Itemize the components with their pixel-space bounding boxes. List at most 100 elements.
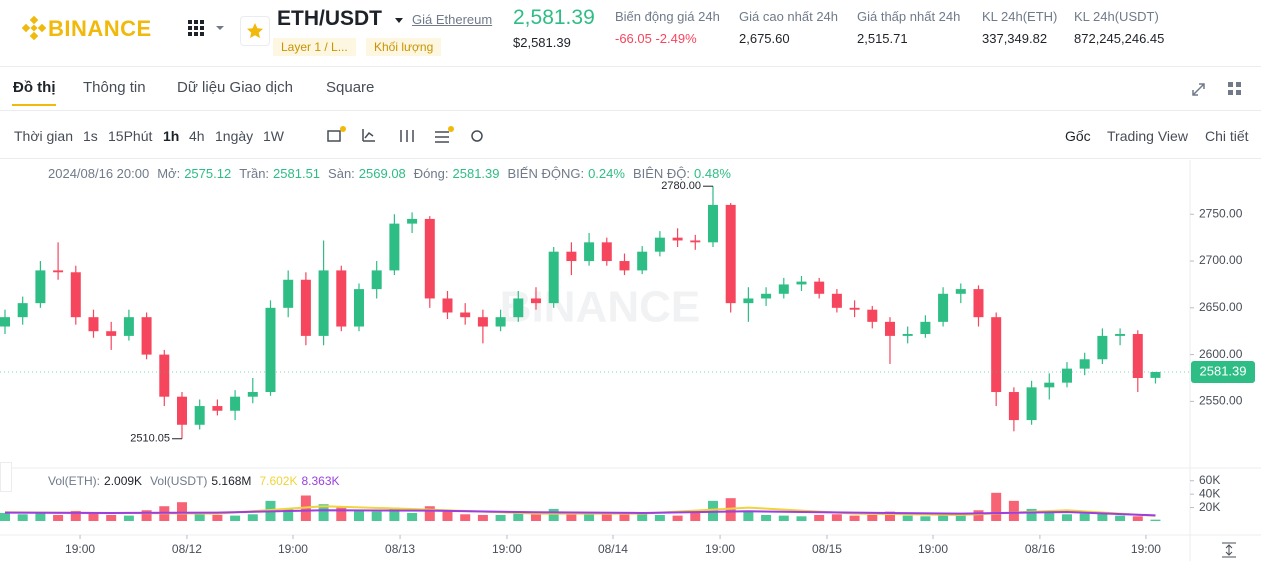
volume-bar xyxy=(938,512,949,521)
tag[interactable]: Layer 1 / L... xyxy=(273,38,356,56)
y-tick-label: 2650.00 xyxy=(1199,300,1243,314)
candle-body xyxy=(53,270,64,273)
logo[interactable]: BINANCE xyxy=(48,16,152,41)
volume-bar xyxy=(796,516,807,521)
volume-bar xyxy=(1150,519,1161,521)
chart: BINANCE 2750.00 2700.00 2650.00 2600.00 2550.… xyxy=(0,160,1261,561)
candle-body xyxy=(707,204,718,243)
interval[interactable]: 15Phút xyxy=(108,128,153,144)
x-tick-label: 19:00 xyxy=(705,542,735,556)
candle-body xyxy=(371,270,382,290)
volume-bar xyxy=(371,511,382,521)
volume-bar xyxy=(1132,516,1143,521)
price-usd: $2,581.39 xyxy=(513,35,571,50)
candle-body xyxy=(1079,359,1090,369)
volume-bar xyxy=(353,510,364,521)
candle-body xyxy=(548,251,559,304)
interval[interactable]: 1h xyxy=(163,128,180,144)
candle-body xyxy=(584,242,595,262)
y-tick-label: 60K xyxy=(1199,473,1220,487)
stat-label: Giá cao nhất 24h xyxy=(739,9,839,24)
interval[interactable]: 1s xyxy=(83,128,98,144)
candle-body xyxy=(991,317,1002,393)
volume-bar xyxy=(1061,514,1072,521)
volume-bar xyxy=(1044,512,1055,521)
candle-body xyxy=(318,270,329,336)
interval[interactable]: 1W xyxy=(263,128,284,144)
coin-link[interactable]: Giá Ethereum xyxy=(412,12,493,27)
legend-label: Mở: xyxy=(157,166,181,181)
candle-body xyxy=(955,289,966,294)
candle-body xyxy=(88,317,99,332)
stat-label: KL 24h(USDT) xyxy=(1074,9,1159,24)
volume-bar xyxy=(814,514,825,521)
x-tick-label: 19:00 xyxy=(65,542,95,556)
side-toggle[interactable] xyxy=(0,462,12,492)
legend-value: 0.24% xyxy=(588,166,625,181)
volume-bar xyxy=(495,514,506,521)
stat-value: 872,245,246.45 xyxy=(1074,31,1165,46)
candle-body xyxy=(867,309,878,322)
volume-bar xyxy=(106,514,117,521)
legend-label: Sàn: xyxy=(328,166,355,181)
candle-body xyxy=(814,281,825,294)
candle-body xyxy=(884,321,895,336)
candle-body xyxy=(1132,334,1143,378)
candle-body xyxy=(230,396,241,411)
candle-body xyxy=(938,293,949,322)
favorite-button[interactable] xyxy=(240,16,270,46)
volume-bar xyxy=(70,510,81,521)
volume-bar xyxy=(884,511,895,521)
volume-bar xyxy=(654,514,665,521)
volume-bar xyxy=(1079,513,1090,521)
watermark: BINANCE xyxy=(500,283,700,332)
volume-bar xyxy=(867,514,878,521)
volume-bar xyxy=(1097,512,1108,521)
toolbar-icons[interactable] xyxy=(325,126,485,146)
view-option[interactable]: Gốc xyxy=(1065,128,1091,144)
y-tick-label: 20K xyxy=(1199,500,1220,514)
volume-bar xyxy=(548,508,559,521)
volume-bar xyxy=(53,514,64,521)
candle-body xyxy=(212,406,223,411)
x-tick-label: 19:00 xyxy=(918,542,948,556)
volume-bar xyxy=(920,516,931,521)
volume-bar xyxy=(566,512,577,521)
candle-body xyxy=(247,392,258,397)
candle-body xyxy=(300,279,311,336)
symbol-dropdown[interactable] xyxy=(394,15,404,25)
volume-bar xyxy=(35,511,46,521)
ma-value: 8.363K xyxy=(301,474,340,488)
tab[interactable]: Thông tin xyxy=(83,79,146,96)
y-tick-label: 40K xyxy=(1199,486,1220,500)
interval[interactable]: 1ngày xyxy=(215,128,254,144)
x-tick-label: 08/12 xyxy=(172,542,202,556)
candle-body xyxy=(849,307,860,310)
header xyxy=(0,0,1261,67)
volume-bar xyxy=(530,514,541,521)
candle-body xyxy=(424,218,435,299)
x-tick-label: 19:00 xyxy=(492,542,522,556)
tab[interactable]: Đồ thị xyxy=(13,79,56,96)
volume-bar xyxy=(743,511,754,521)
candle-body xyxy=(353,289,364,327)
window-icons[interactable] xyxy=(1190,78,1250,100)
volume-bar xyxy=(17,514,28,521)
volume-bar xyxy=(230,515,241,521)
candle-body xyxy=(1061,368,1072,383)
volume-bar xyxy=(336,507,347,521)
tag[interactable]: Khối lượng xyxy=(366,38,442,56)
view-option[interactable]: Chi tiết xyxy=(1205,128,1249,144)
interval[interactable]: Thời gian xyxy=(14,128,73,144)
candle-body xyxy=(17,303,28,318)
x-tick-label: 08/13 xyxy=(385,542,415,556)
view-option[interactable]: Trading View xyxy=(1107,128,1188,144)
tab[interactable]: Dữ liệu Giao dịch xyxy=(177,79,293,96)
candle-body xyxy=(0,317,10,327)
grid-menu-icon[interactable] xyxy=(188,20,228,40)
symbol[interactable]: ETH/USDT xyxy=(277,7,382,30)
tab[interactable]: Square xyxy=(326,79,375,96)
interval[interactable]: 4h xyxy=(189,128,205,144)
candle-body xyxy=(672,237,683,241)
volume-legend: Vol(ETH): 2.009K Vol(USDT) 5.168M 7.602K 8.36… xyxy=(48,474,340,488)
